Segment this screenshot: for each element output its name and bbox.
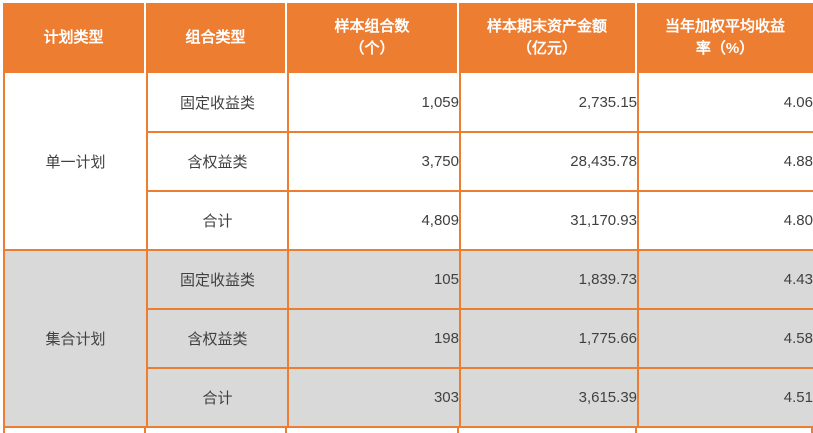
data-table: 单一计划 固定收益类 1,059 2,735.15 4.06 含权益类 3,75… bbox=[3, 73, 813, 428]
table-row: 合计 4,809 31,170.93 4.80 bbox=[4, 190, 813, 251]
sample-count-cell: 198 bbox=[287, 308, 461, 369]
asset-amount-cell: 1,775.66 bbox=[459, 308, 639, 369]
sample-count-cell: 105 bbox=[287, 249, 461, 310]
asset-amount-cell: 1,839.73 bbox=[459, 249, 639, 310]
weighted-return-cell: 4.51 bbox=[637, 367, 813, 428]
weighted-return-cell: 4.06 bbox=[637, 73, 813, 133]
header-cell-plan-type: 计划类型 bbox=[3, 3, 146, 73]
portfolio-type-cell: 合计 bbox=[146, 367, 289, 428]
portfolio-type-cell: 固定收益类 bbox=[146, 249, 289, 310]
weighted-return-cell: 4.80 bbox=[637, 190, 813, 251]
sample-count-cell: 4,809 bbox=[287, 190, 461, 251]
table-row: 含权益类 3,750 28,435.78 4.88 bbox=[4, 131, 813, 192]
header-line: （个） bbox=[349, 40, 395, 57]
partial-cell bbox=[146, 428, 287, 433]
sample-count-cell: 3,750 bbox=[287, 131, 461, 192]
header-cell-asset-amount: 样本期末资产金额 （亿元） bbox=[459, 3, 637, 73]
partial-cell bbox=[459, 428, 637, 433]
portfolio-type-cell: 含权益类 bbox=[146, 131, 289, 192]
asset-amount-cell: 31,170.93 bbox=[459, 190, 639, 251]
table-row: 含权益类 198 1,775.66 4.58 bbox=[4, 308, 813, 369]
header-line: 计划类型 bbox=[43, 29, 104, 47]
header-cell-sample-count: 样本组合数 （个） bbox=[287, 3, 459, 73]
table-header-row: 计划类型 组合类型 样本组合数 （个） 样本期末资产金额 （亿元） 当年加权平均… bbox=[3, 3, 813, 73]
table-row: 合计 303 3,615.39 4.51 bbox=[4, 367, 813, 428]
header-cell-portfolio-type: 组合类型 bbox=[146, 3, 287, 73]
portfolio-type-cell: 含权益类 bbox=[146, 308, 289, 369]
weighted-return-cell: 4.88 bbox=[637, 131, 813, 192]
portfolio-type-cell: 合计 bbox=[146, 190, 289, 251]
header-line: 当年加权平均收益 bbox=[664, 18, 785, 36]
next-row-partial bbox=[3, 428, 813, 433]
sample-count-cell: 1,059 bbox=[287, 73, 461, 133]
plan-type-cell: 单一计划 bbox=[3, 73, 148, 251]
header-line: 率（%） bbox=[695, 40, 755, 57]
header-line: （亿元） bbox=[516, 40, 577, 57]
sample-count-cell: 303 bbox=[287, 367, 461, 428]
partial-cell bbox=[3, 428, 146, 433]
weighted-return-cell: 4.43 bbox=[637, 249, 813, 310]
header-cell-weighted-return: 当年加权平均收益 率（%） bbox=[637, 3, 813, 73]
partial-cell bbox=[287, 428, 459, 433]
asset-amount-cell: 3,615.39 bbox=[459, 367, 639, 428]
header-line: 组合类型 bbox=[185, 29, 246, 47]
table-row: 单一计划 固定收益类 1,059 2,735.15 4.06 bbox=[3, 73, 813, 251]
header-line: 样本组合数 bbox=[334, 18, 410, 36]
weighted-return-cell: 4.58 bbox=[637, 308, 813, 369]
asset-amount-cell: 28,435.78 bbox=[459, 131, 639, 192]
header-line: 样本期末资产金额 bbox=[486, 18, 607, 36]
plan-type-cell: 集合计划 bbox=[3, 249, 148, 428]
table-row: 集合计划 固定收益类 105 1,839.73 4.43 bbox=[3, 249, 813, 428]
partial-cell bbox=[637, 428, 813, 433]
asset-amount-cell: 2,735.15 bbox=[459, 73, 639, 133]
portfolio-type-cell: 固定收益类 bbox=[146, 73, 289, 133]
